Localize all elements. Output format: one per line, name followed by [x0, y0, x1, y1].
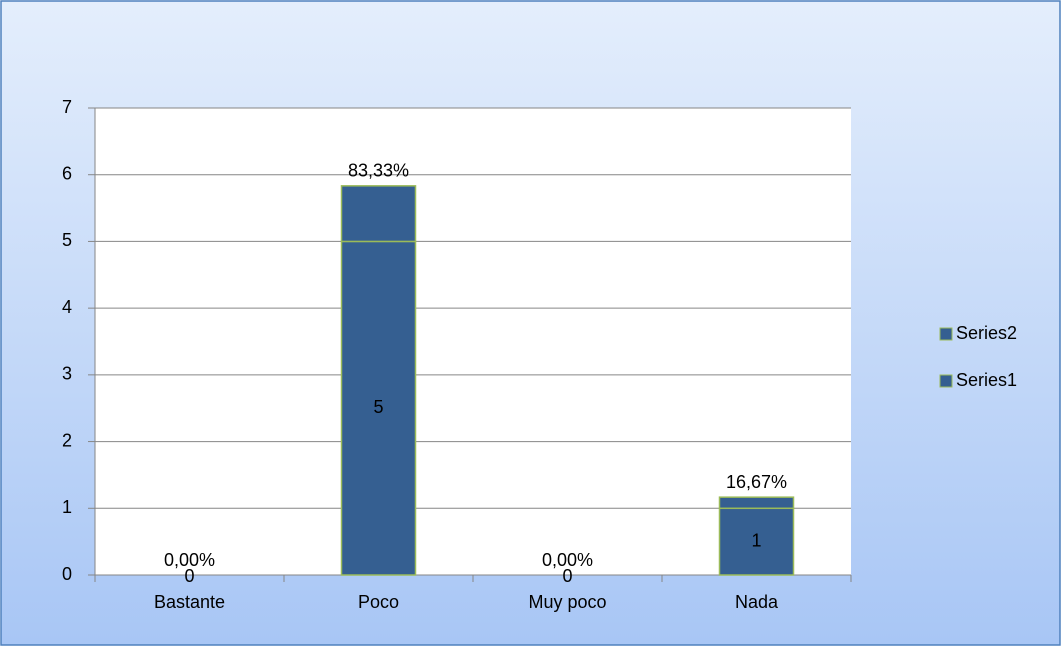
- y-tick-label: 2: [62, 430, 72, 450]
- y-tick-label: 0: [62, 564, 72, 584]
- data-label: 0: [562, 566, 572, 586]
- y-tick-label: 6: [62, 163, 72, 183]
- legend-label: Series1: [956, 370, 1017, 390]
- x-tick-label: Nada: [735, 592, 779, 612]
- data-label: 0,00%: [542, 550, 593, 570]
- y-tick-label: 7: [62, 97, 72, 117]
- data-label: 0,00%: [164, 550, 215, 570]
- legend-swatch: [939, 374, 953, 388]
- y-tick-label: 5: [62, 230, 72, 250]
- bar-segment: [340, 185, 417, 243]
- y-tick-label: 1: [62, 497, 72, 517]
- data-label: 5: [373, 397, 383, 417]
- data-label: 0: [184, 566, 194, 586]
- legend-label: Series2: [956, 323, 1017, 343]
- data-label: 1: [751, 530, 761, 550]
- bar-segment: [718, 507, 795, 576]
- legend-swatch: [939, 327, 953, 341]
- y-tick-label: 4: [62, 297, 72, 317]
- x-tick-label: Bastante: [154, 592, 225, 612]
- x-tick-label: Poco: [358, 592, 399, 612]
- data-label: 16,67%: [726, 472, 787, 492]
- bar-segment: [340, 240, 417, 576]
- y-tick-label: 3: [62, 364, 72, 384]
- bar-segment: [718, 496, 795, 510]
- data-label: 83,33%: [348, 161, 409, 181]
- x-tick-label: Muy poco: [528, 592, 606, 612]
